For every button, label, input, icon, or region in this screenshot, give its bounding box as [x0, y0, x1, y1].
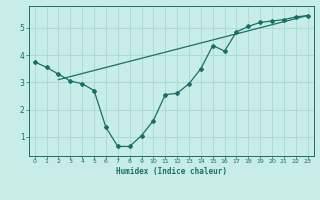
X-axis label: Humidex (Indice chaleur): Humidex (Indice chaleur)	[116, 167, 227, 176]
